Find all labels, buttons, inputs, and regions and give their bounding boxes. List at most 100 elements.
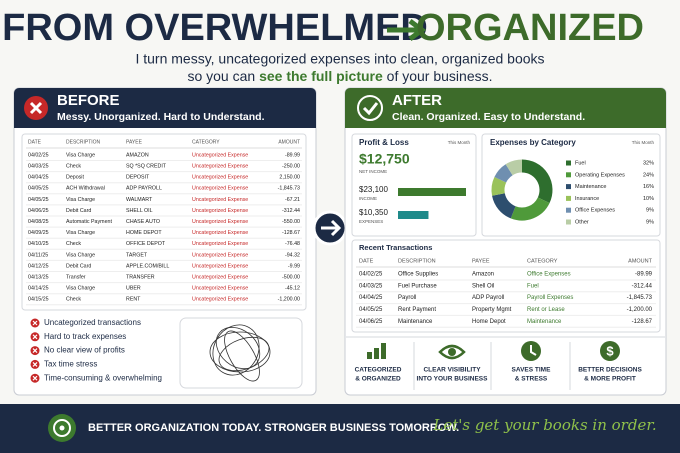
cell: -1,845.73 bbox=[278, 186, 300, 192]
feature-text: CLEAR VISIBILITY bbox=[423, 367, 481, 374]
cell: 04/05/25 bbox=[28, 197, 49, 203]
cell: Uncategorized Expense bbox=[192, 208, 248, 214]
cell: Uncategorized Expense bbox=[192, 252, 248, 258]
bar-value: $10,350 bbox=[359, 208, 388, 217]
cell: 04/05/25 bbox=[28, 186, 49, 192]
legend-value: 9% bbox=[646, 208, 654, 214]
cell: SHELL OIL bbox=[126, 208, 153, 214]
bar-label: EXPENSES bbox=[359, 219, 383, 224]
cell: Debit Card bbox=[66, 208, 91, 214]
bullet-icon-mark bbox=[32, 348, 38, 354]
cell: -76.48 bbox=[285, 241, 300, 247]
cell: Uncategorized Expense bbox=[192, 297, 248, 303]
cell: Home Depot bbox=[472, 319, 506, 325]
cell: Fuel Purchase bbox=[398, 283, 437, 289]
cell: Property Mgmt bbox=[472, 307, 512, 313]
net-income-label: NET INCOME bbox=[359, 169, 387, 174]
title-left: FROM OVERWHELMED bbox=[2, 7, 428, 49]
column-header: CATEGORY bbox=[192, 139, 220, 145]
cell: 04/03/25 bbox=[28, 164, 49, 170]
cell: ACH Withdrawal bbox=[66, 186, 105, 192]
cell: Visa Charge bbox=[66, 152, 95, 158]
cell: -1,200.00 bbox=[627, 307, 653, 313]
middle-arrow-mark bbox=[321, 219, 342, 237]
cell: Automatic Payment bbox=[66, 219, 112, 225]
feature-icon bbox=[367, 343, 386, 359]
cell: 04/06/25 bbox=[359, 319, 383, 325]
column-header: DATE bbox=[28, 139, 42, 145]
cell: -45.12 bbox=[285, 286, 300, 292]
cell: 04/02/25 bbox=[28, 152, 49, 158]
legend-swatch bbox=[566, 172, 571, 178]
cell: DEPOSIT bbox=[126, 175, 150, 181]
cell: 04/04/25 bbox=[28, 175, 49, 181]
column-header: DESCRIPTION bbox=[398, 258, 436, 264]
cell: Transfer bbox=[66, 275, 86, 281]
subtitle-part: of your business. bbox=[383, 68, 493, 84]
donut-slice bbox=[491, 177, 507, 196]
cell: Check bbox=[66, 164, 81, 170]
bullet-icon-mark bbox=[32, 361, 38, 367]
cell: -128.67 bbox=[282, 230, 300, 236]
cell: Uncategorized Expense bbox=[192, 263, 248, 269]
cell: -128.67 bbox=[632, 319, 653, 325]
feature-icon: $ bbox=[600, 341, 620, 361]
legend-label: Operating Expenses bbox=[575, 172, 625, 178]
footer-icon-ring bbox=[53, 419, 71, 437]
cell: Amazon bbox=[472, 272, 494, 278]
footer-script: Let's get your books in order. bbox=[432, 416, 656, 434]
bullet: Time-consuming & overwhelming bbox=[44, 373, 162, 382]
cell: ADP PAYROLL bbox=[126, 186, 162, 192]
scribble-box bbox=[179, 317, 303, 389]
donut-slice bbox=[521, 159, 553, 203]
subtitle: I turn messy, uncategorized expenses int… bbox=[135, 51, 544, 67]
expenses-period: This Month bbox=[632, 140, 655, 145]
bullet-icon-mark bbox=[32, 375, 38, 381]
cell: 04/12/25 bbox=[28, 263, 49, 269]
cell: Uncategorized Expense bbox=[192, 275, 248, 281]
legend-swatch bbox=[566, 219, 571, 225]
cell: -89.99 bbox=[635, 272, 653, 278]
before-title: BEFORE bbox=[57, 92, 120, 109]
feature-text: CATEGORIZED bbox=[355, 367, 402, 374]
cell: WALMART bbox=[126, 197, 153, 203]
cell: Uncategorized Expense bbox=[192, 286, 248, 292]
legend-swatch bbox=[566, 207, 571, 213]
subtitle-highlight: see the full picture bbox=[259, 68, 383, 84]
cell: 04/10/25 bbox=[28, 241, 49, 247]
cell: 04/03/25 bbox=[359, 283, 383, 289]
cell: Rent Payment bbox=[398, 307, 436, 313]
donut-slice bbox=[510, 196, 550, 221]
subtitle-part: so you can bbox=[187, 68, 259, 84]
check-icon-mark bbox=[362, 102, 379, 116]
scribble bbox=[209, 324, 271, 382]
feature-icon bbox=[521, 341, 541, 361]
cell: 04/13/25 bbox=[28, 275, 49, 281]
cell: 04/06/25 bbox=[28, 208, 49, 214]
column-header: CATEGORY bbox=[527, 258, 558, 264]
cell: RENT bbox=[126, 297, 141, 303]
legend-label: Other bbox=[575, 219, 589, 225]
feature-text: SAVES TIME bbox=[512, 367, 552, 374]
cell: -500.00 bbox=[282, 275, 300, 281]
legend-value: 16% bbox=[643, 184, 654, 190]
legend-label: Maintenance bbox=[575, 184, 607, 190]
cell: AMAZON bbox=[126, 152, 149, 158]
after-header bbox=[345, 88, 666, 128]
cell: -1,200.00 bbox=[278, 297, 300, 303]
cell: 04/11/25 bbox=[28, 252, 48, 258]
cell: Uncategorized Expense bbox=[192, 230, 248, 236]
expenses-title: Expenses by Category bbox=[490, 138, 576, 147]
feature-text: & MORE PROFIT bbox=[584, 376, 636, 383]
cell: Office Expenses bbox=[527, 272, 571, 278]
net-income: $12,750 bbox=[359, 151, 410, 167]
cell: 04/14/25 bbox=[28, 286, 49, 292]
legend-value: 32% bbox=[643, 160, 654, 166]
transactions-card bbox=[351, 239, 661, 333]
cell: 04/04/25 bbox=[359, 295, 383, 301]
cell: 04/15/25 bbox=[28, 297, 49, 303]
cell: Visa Charge bbox=[66, 230, 95, 236]
feature-icon bbox=[438, 344, 466, 360]
cell: 04/02/25 bbox=[359, 272, 383, 278]
legend-swatch bbox=[566, 195, 571, 201]
